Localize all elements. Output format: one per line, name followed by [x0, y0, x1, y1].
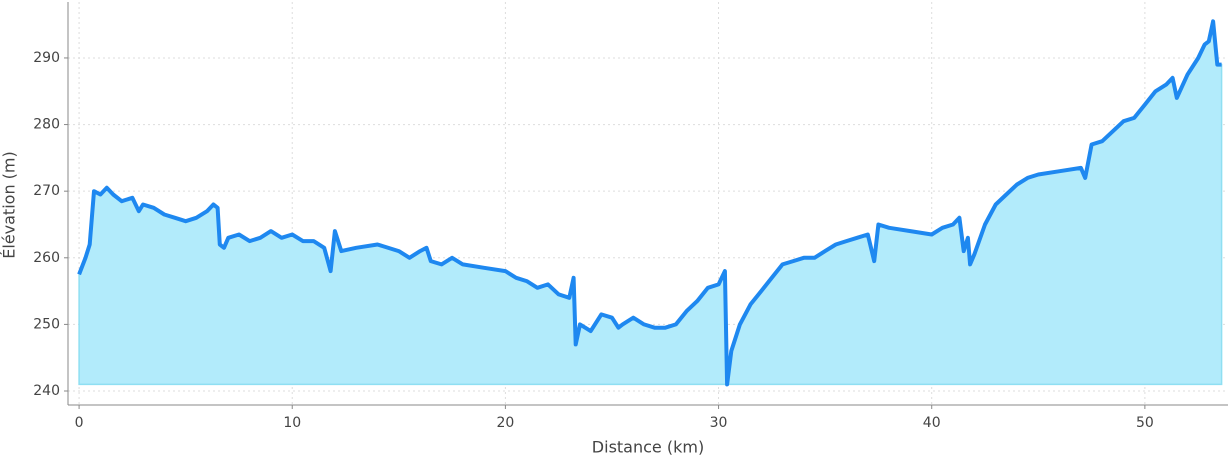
y-tick-label: 260 [33, 250, 60, 266]
x-tick-label: 50 [1136, 415, 1154, 431]
area-fill [78, 21, 1223, 386]
x-tick-label: 30 [710, 415, 728, 431]
x-tick-label: 20 [496, 415, 514, 431]
y-tick-label: 250 [33, 316, 60, 332]
x-axis-label: Distance (km) [592, 438, 704, 457]
x-tick-label: 40 [923, 415, 941, 431]
elevation-line [77, 19, 1222, 387]
y-tick-label: 240 [33, 383, 60, 399]
y-tick-label: 290 [33, 50, 60, 66]
y-tick-label: 270 [33, 183, 60, 199]
x-tick-label: 10 [283, 415, 301, 431]
y-axis-label: Élévation (m) [0, 151, 19, 258]
x-tick-label: 0 [75, 415, 84, 431]
y-tick-label: 280 [33, 117, 60, 133]
